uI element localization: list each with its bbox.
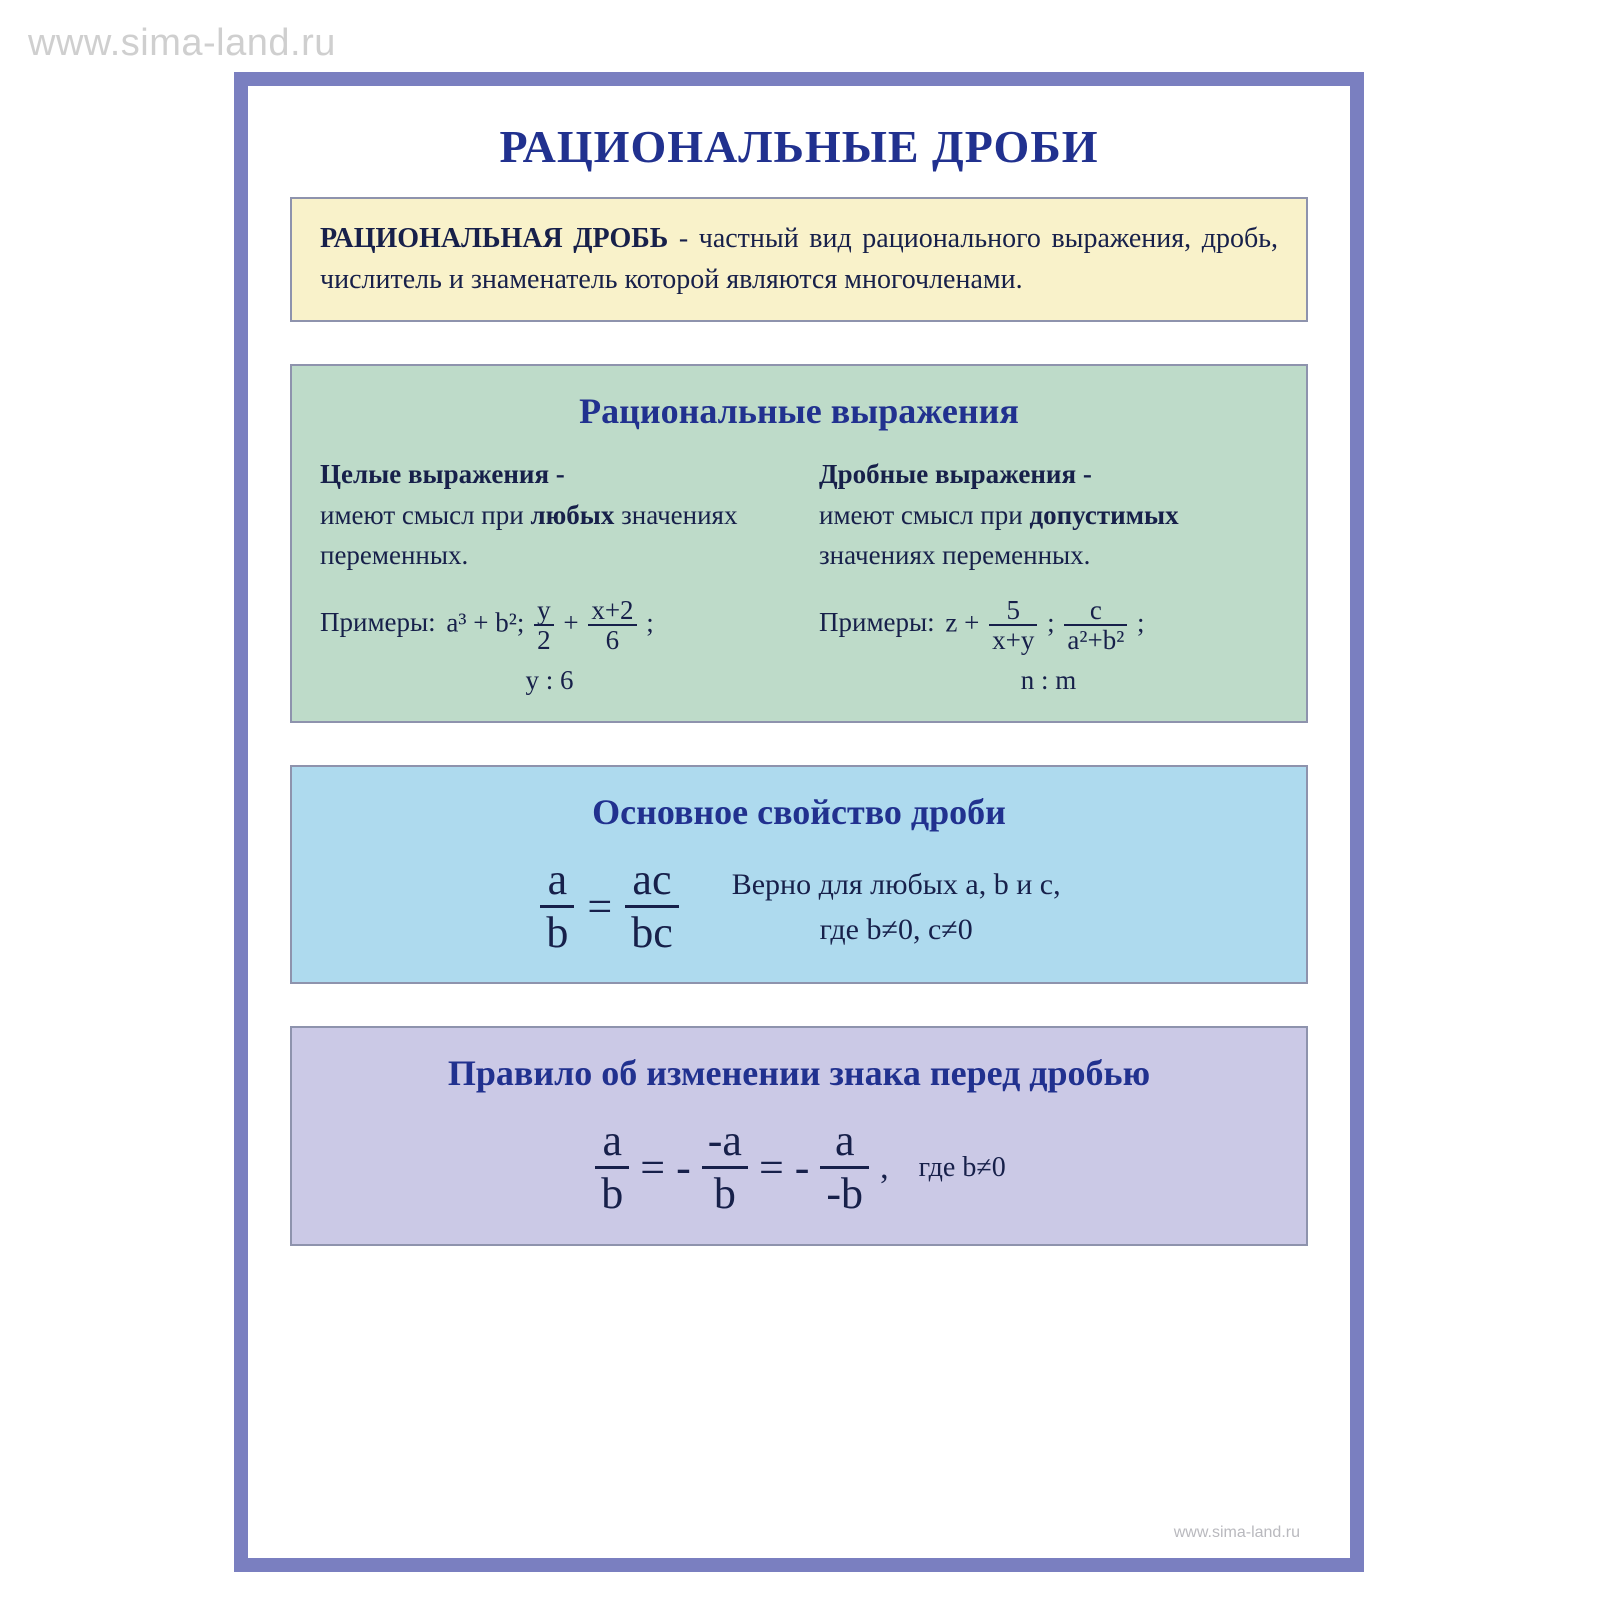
poster-frame: РАЦИОНАЛЬНЫЕ ДРОБИ РАЦИОНАЛЬНАЯ ДРОБЬ - … [234, 72, 1364, 1572]
frac-examples: Примеры: z + 5x+y ; ca²+b² ; n : m [819, 596, 1278, 701]
main-property-box: Основное свойство дроби ab = acbc Верно … [290, 765, 1308, 984]
frac-head: Дробные выражения - [819, 459, 1092, 489]
sign-f2: -ab [702, 1116, 748, 1219]
sign-rule-formula: ab = - -ab = - a-b , где b≠0 [320, 1116, 1278, 1219]
main-property-note: Верно для любых a, b и c, где b≠0, c≠0 [732, 862, 1061, 952]
sign-rule-note: где b≠0 [919, 1152, 1006, 1184]
sign-f3: a-b [820, 1116, 869, 1219]
footer-url: www.sima-land.ru [1174, 1524, 1300, 1542]
main-property-formula: ab = acbc [537, 855, 681, 958]
integer-expressions-col: Целые выражения - имеют смысл при любых … [320, 454, 779, 701]
frac-ac-bc: acbc [625, 855, 679, 958]
expressions-columns: Целые выражения - имеют смысл при любых … [320, 454, 1278, 701]
int-body: имеют смысл при любых значениях переменн… [320, 495, 779, 576]
watermark: www.sima-land.ru [28, 22, 336, 65]
canvas: www.sima-land.ru РАЦИОНАЛЬНЫЕ ДРОБИ РАЦИ… [0, 0, 1600, 1600]
frac-c-a2b2: ca²+b² [1064, 596, 1127, 655]
int-head: Целые выражения - [320, 459, 565, 489]
definition-box: РАЦИОНАЛЬНАЯ ДРОБЬ - частный вид рациона… [290, 197, 1308, 322]
frac-x2-6: x+26 [588, 596, 636, 655]
frac-5-xy: 5x+y [989, 596, 1037, 655]
definition-term: РАЦИОНАЛЬНАЯ ДРОБЬ [320, 223, 668, 254]
main-property-title: Основное свойство дроби [320, 791, 1278, 833]
definition-text: РАЦИОНАЛЬНАЯ ДРОБЬ - частный вид рациона… [320, 219, 1278, 300]
sign-rule-box: Правило об изменении знака перед дробью … [290, 1026, 1308, 1245]
expressions-box: Рациональные выражения Целые выражения -… [290, 364, 1308, 723]
frac-a-b: ab [540, 855, 574, 958]
fractional-expressions-col: Дробные выражения - имеют смысл при допу… [819, 454, 1278, 701]
frac-body: имеют смысл при допустимых значениях пер… [819, 495, 1278, 576]
frac-y-2: y2 [534, 596, 554, 655]
main-title: РАЦИОНАЛЬНЫЕ ДРОБИ [290, 120, 1308, 173]
expressions-title: Рациональные выражения [320, 390, 1278, 432]
sign-f1: ab [595, 1116, 629, 1219]
int-examples: Примеры: a³ + b²; y2 + x+26 ; y : 6 [320, 596, 779, 701]
sign-rule-title: Правило об изменении знака перед дробью [320, 1052, 1278, 1094]
main-property-row: ab = acbc Верно для любых a, b и c, где … [320, 855, 1278, 958]
